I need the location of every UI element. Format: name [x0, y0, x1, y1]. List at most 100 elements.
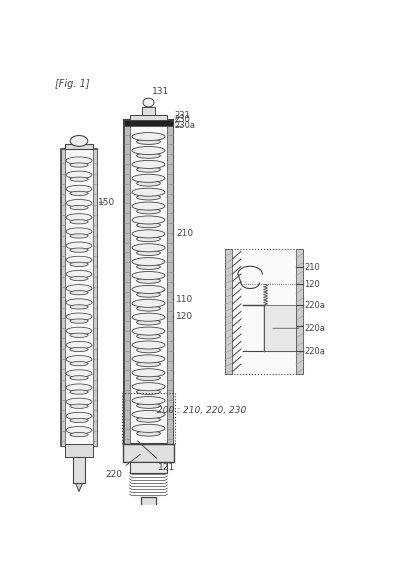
Ellipse shape — [66, 256, 92, 264]
Text: 121: 121 — [138, 441, 175, 472]
Ellipse shape — [132, 146, 165, 155]
Ellipse shape — [137, 375, 160, 380]
Bar — [61, 149, 97, 446]
Ellipse shape — [132, 355, 165, 363]
Ellipse shape — [66, 214, 92, 221]
Ellipse shape — [66, 398, 92, 405]
Bar — [61, 149, 65, 446]
Ellipse shape — [132, 327, 165, 335]
Ellipse shape — [70, 319, 88, 323]
Ellipse shape — [66, 228, 92, 235]
Ellipse shape — [70, 390, 88, 394]
Ellipse shape — [137, 209, 160, 214]
Ellipse shape — [137, 361, 160, 367]
Bar — [142, 107, 154, 115]
Bar — [124, 120, 173, 126]
Ellipse shape — [137, 236, 160, 242]
Text: 131: 131 — [149, 87, 169, 103]
Ellipse shape — [66, 426, 92, 434]
Ellipse shape — [66, 356, 92, 363]
Ellipse shape — [137, 306, 160, 311]
Ellipse shape — [137, 348, 160, 353]
Ellipse shape — [132, 299, 165, 307]
Text: 120: 120 — [173, 312, 193, 321]
Bar — [93, 149, 97, 446]
Text: 120: 120 — [304, 280, 320, 289]
Ellipse shape — [132, 202, 165, 210]
Ellipse shape — [143, 98, 154, 107]
Ellipse shape — [66, 384, 92, 391]
Ellipse shape — [137, 222, 160, 228]
Ellipse shape — [66, 200, 92, 207]
Text: 210: 210 — [173, 230, 193, 239]
Ellipse shape — [132, 133, 165, 141]
Ellipse shape — [132, 272, 165, 280]
Ellipse shape — [66, 185, 92, 193]
Ellipse shape — [66, 370, 92, 377]
Ellipse shape — [66, 285, 92, 292]
Polygon shape — [75, 483, 83, 492]
Ellipse shape — [137, 292, 160, 297]
Ellipse shape — [132, 313, 165, 321]
Ellipse shape — [132, 174, 165, 183]
Ellipse shape — [70, 333, 88, 337]
Ellipse shape — [137, 167, 160, 172]
Bar — [124, 120, 130, 443]
Ellipse shape — [70, 418, 88, 422]
Text: 200 : 210, 220, 230: 200 : 210, 220, 230 — [157, 407, 247, 415]
Ellipse shape — [132, 411, 165, 418]
Ellipse shape — [137, 153, 160, 158]
Ellipse shape — [70, 163, 88, 167]
Ellipse shape — [66, 242, 92, 249]
Ellipse shape — [70, 290, 88, 295]
Ellipse shape — [70, 234, 88, 238]
Ellipse shape — [66, 313, 92, 320]
Ellipse shape — [137, 389, 160, 395]
Ellipse shape — [70, 177, 88, 181]
Bar — [141, 497, 156, 510]
Ellipse shape — [137, 431, 160, 436]
Ellipse shape — [137, 320, 160, 325]
Ellipse shape — [66, 327, 92, 335]
Ellipse shape — [66, 341, 92, 349]
Ellipse shape — [132, 257, 165, 266]
Text: 150: 150 — [98, 198, 115, 207]
Polygon shape — [145, 526, 152, 532]
Bar — [73, 456, 85, 483]
Ellipse shape — [66, 412, 92, 420]
Ellipse shape — [70, 205, 88, 210]
Ellipse shape — [132, 188, 165, 196]
Bar — [130, 462, 167, 473]
Ellipse shape — [132, 160, 165, 168]
Text: 110: 110 — [173, 295, 193, 304]
Ellipse shape — [66, 299, 92, 306]
Ellipse shape — [132, 216, 165, 224]
Ellipse shape — [137, 278, 160, 284]
Ellipse shape — [137, 264, 160, 269]
Bar — [167, 120, 173, 443]
Ellipse shape — [66, 171, 92, 179]
Text: 210: 210 — [304, 263, 320, 272]
Ellipse shape — [70, 248, 88, 252]
Ellipse shape — [70, 191, 88, 196]
Ellipse shape — [132, 244, 165, 252]
Ellipse shape — [137, 139, 160, 145]
Ellipse shape — [70, 136, 88, 146]
Text: 220a: 220a — [273, 324, 325, 333]
Ellipse shape — [137, 333, 160, 339]
Ellipse shape — [70, 433, 88, 437]
Text: 231: 231 — [175, 111, 190, 120]
Ellipse shape — [70, 404, 88, 408]
Bar — [264, 305, 296, 351]
Ellipse shape — [66, 270, 92, 278]
Text: 220a: 220a — [304, 347, 325, 356]
Bar — [225, 249, 232, 374]
Ellipse shape — [70, 262, 88, 266]
Text: 221: 221 — [0, 566, 1, 567]
Ellipse shape — [132, 424, 165, 433]
Ellipse shape — [137, 181, 160, 186]
Ellipse shape — [137, 194, 160, 200]
Bar — [130, 115, 167, 120]
Ellipse shape — [70, 219, 88, 224]
Bar — [296, 249, 303, 374]
